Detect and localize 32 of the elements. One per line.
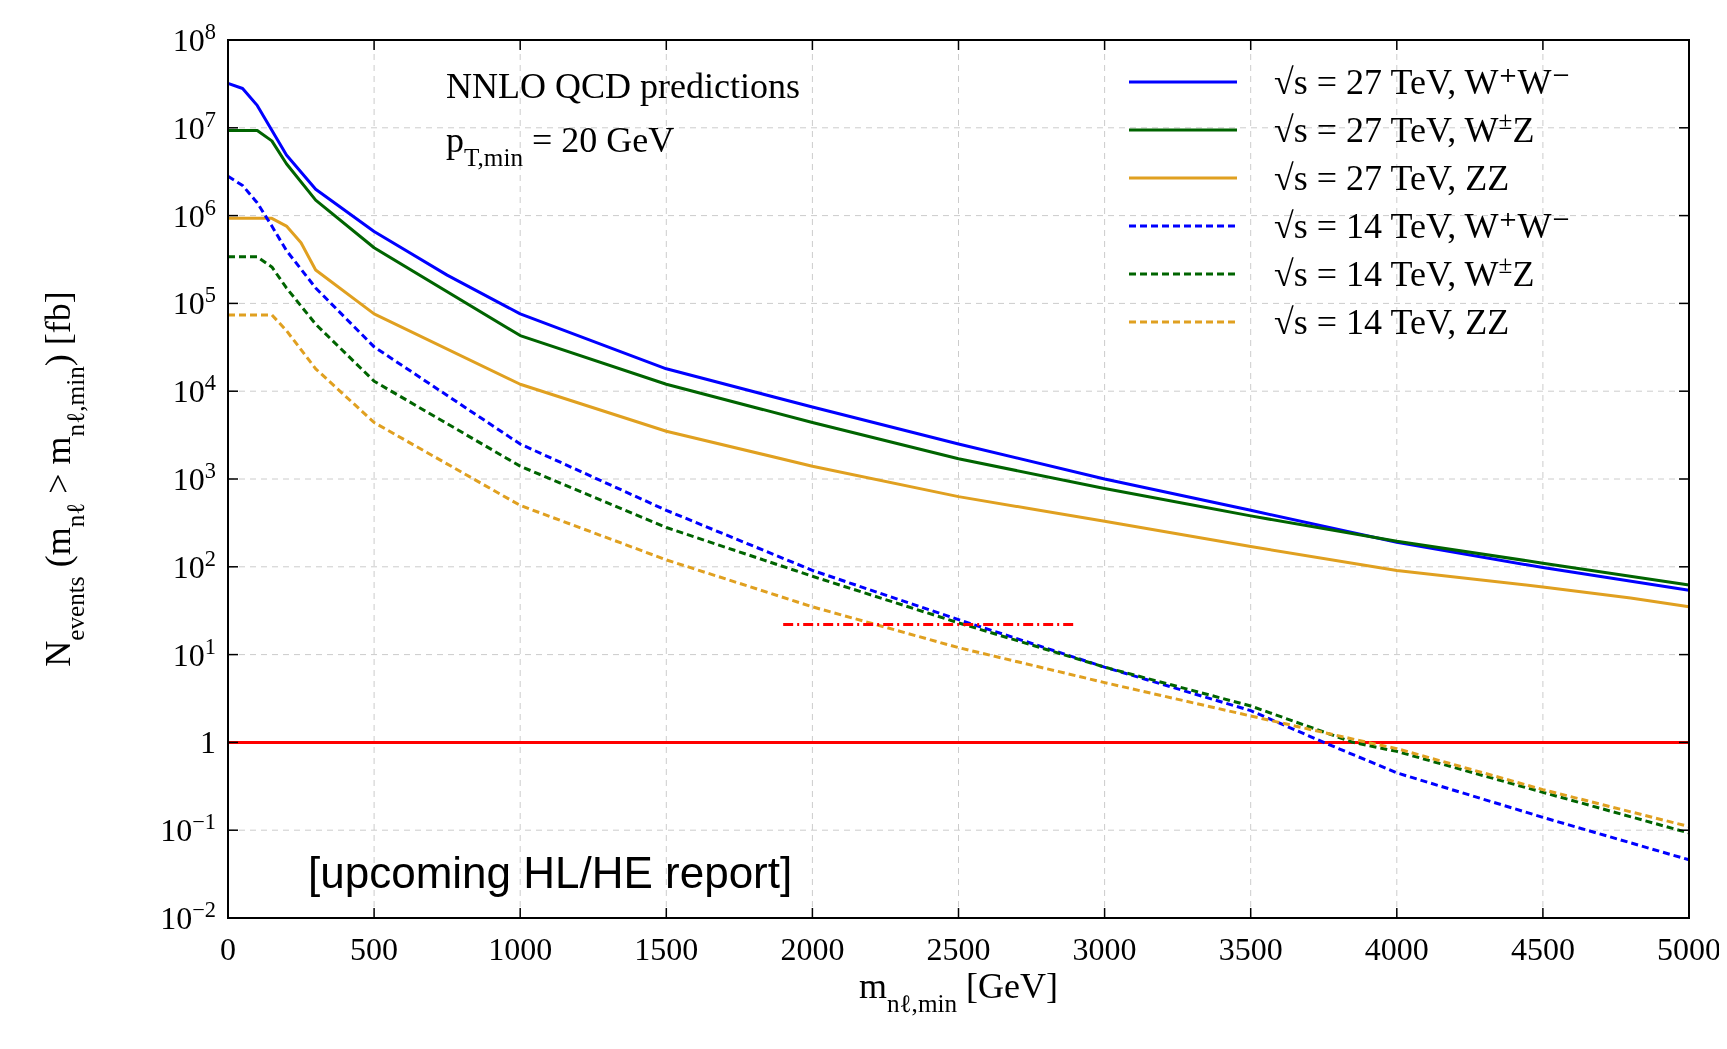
x-tick-label: 3500 — [1218, 931, 1283, 967]
legend-label: √s = 14 TeV, ZZ — [1274, 302, 1510, 342]
y-tick-label: 10$^{8}$ — [172, 18, 216, 58]
y-tick-label: 10$^{−2}$ — [160, 896, 216, 936]
x-tick-label: 4000 — [1364, 931, 1429, 967]
x-tick-label: 4500 — [1510, 931, 1575, 967]
y-tick-label: 1 — [200, 724, 216, 761]
legend-label: √s = 27 TeV, W⁺W⁻ — [1274, 62, 1571, 102]
y-tick-label: 10$^{6}$ — [172, 194, 216, 234]
legend-label: √s = 27 TeV, ZZ — [1274, 158, 1510, 198]
x-tick-label: 5000 — [1657, 931, 1721, 967]
x-axis-title: m$_{nℓ,min}$ [GeV] — [858, 966, 1059, 1017]
y-tick-label: 10$^{−1}$ — [160, 808, 216, 849]
x-tick-label: 2000 — [780, 931, 845, 967]
y-tick-label: 10$^{2}$ — [172, 545, 216, 585]
x-tick-label: 1000 — [488, 931, 553, 967]
y-tick-label: 10$^{5}$ — [172, 281, 216, 322]
x-tick-label: 1500 — [634, 931, 699, 967]
x-tick-label: 3000 — [1072, 931, 1137, 967]
y-tick-label: 10$^{7}$ — [172, 106, 216, 146]
legend-label: √s = 27 TeV, W$^{±}$Z — [1274, 106, 1535, 150]
x-tick-label: 500 — [350, 931, 399, 967]
legend-label: √s = 14 TeV, W⁺W⁻ — [1274, 206, 1571, 246]
annotation: NNLO QCD predictions — [446, 66, 800, 106]
x-tick-label: 2500 — [926, 931, 991, 967]
legend-label: √s = 14 TeV, W$^{±}$Z — [1274, 250, 1535, 294]
annotation: p$_{T,min}$ = 20 GeV — [446, 120, 675, 171]
y-tick-label: 10$^{3}$ — [172, 457, 216, 497]
annotation: [upcoming HL/HE report] — [308, 848, 793, 897]
y-tick-label: 10$^{1}$ — [172, 633, 216, 673]
x-tick-label: 0 — [220, 931, 236, 967]
y-tick-label: 10$^{4}$ — [172, 369, 216, 410]
